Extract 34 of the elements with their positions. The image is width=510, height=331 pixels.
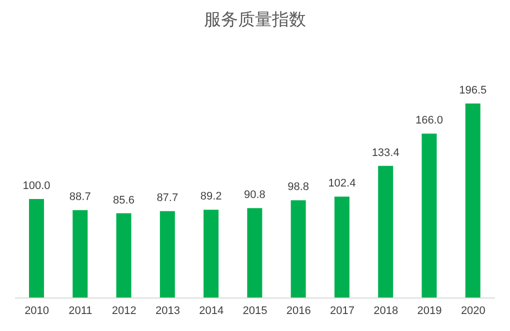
bar <box>422 134 437 298</box>
data-label: 196.5 <box>459 84 487 96</box>
data-label: 87.7 <box>156 192 178 204</box>
bar <box>116 213 132 298</box>
data-label: 90.8 <box>244 189 266 202</box>
data-label: 88.7 <box>69 191 91 204</box>
data-label: 166.0 <box>415 114 443 127</box>
data-label: 89.2 <box>200 190 222 203</box>
x-tick-label: 2012 <box>112 304 136 317</box>
data-label: 100.0 <box>22 180 50 192</box>
x-tick-label: 2011 <box>68 304 92 317</box>
data-label: 102.4 <box>328 178 356 190</box>
bar <box>204 210 219 298</box>
bar <box>334 196 350 298</box>
x-tick-label: 2013 <box>155 304 180 317</box>
bar <box>465 103 480 298</box>
bar <box>72 210 88 298</box>
bar <box>290 200 306 298</box>
x-tick-label: 2019 <box>417 304 442 317</box>
chart-title: 服务质量指数 <box>203 9 307 32</box>
bar <box>160 211 175 298</box>
x-tick-label: 2018 <box>374 304 398 317</box>
bar <box>29 199 44 298</box>
x-tick-label: 2010 <box>24 304 50 317</box>
x-tick-label: 2016 <box>286 304 311 317</box>
x-tick-label: 2017 <box>330 304 355 317</box>
bar <box>378 166 394 298</box>
data-label: 98.8 <box>288 181 310 194</box>
x-tick-label: 2014 <box>199 304 224 317</box>
data-label: 133.4 <box>372 146 400 159</box>
x-tick-label: 2015 <box>242 304 268 317</box>
x-tick-label: 2020 <box>460 304 486 317</box>
bar <box>247 208 262 298</box>
data-label: 85.6 <box>113 194 134 206</box>
